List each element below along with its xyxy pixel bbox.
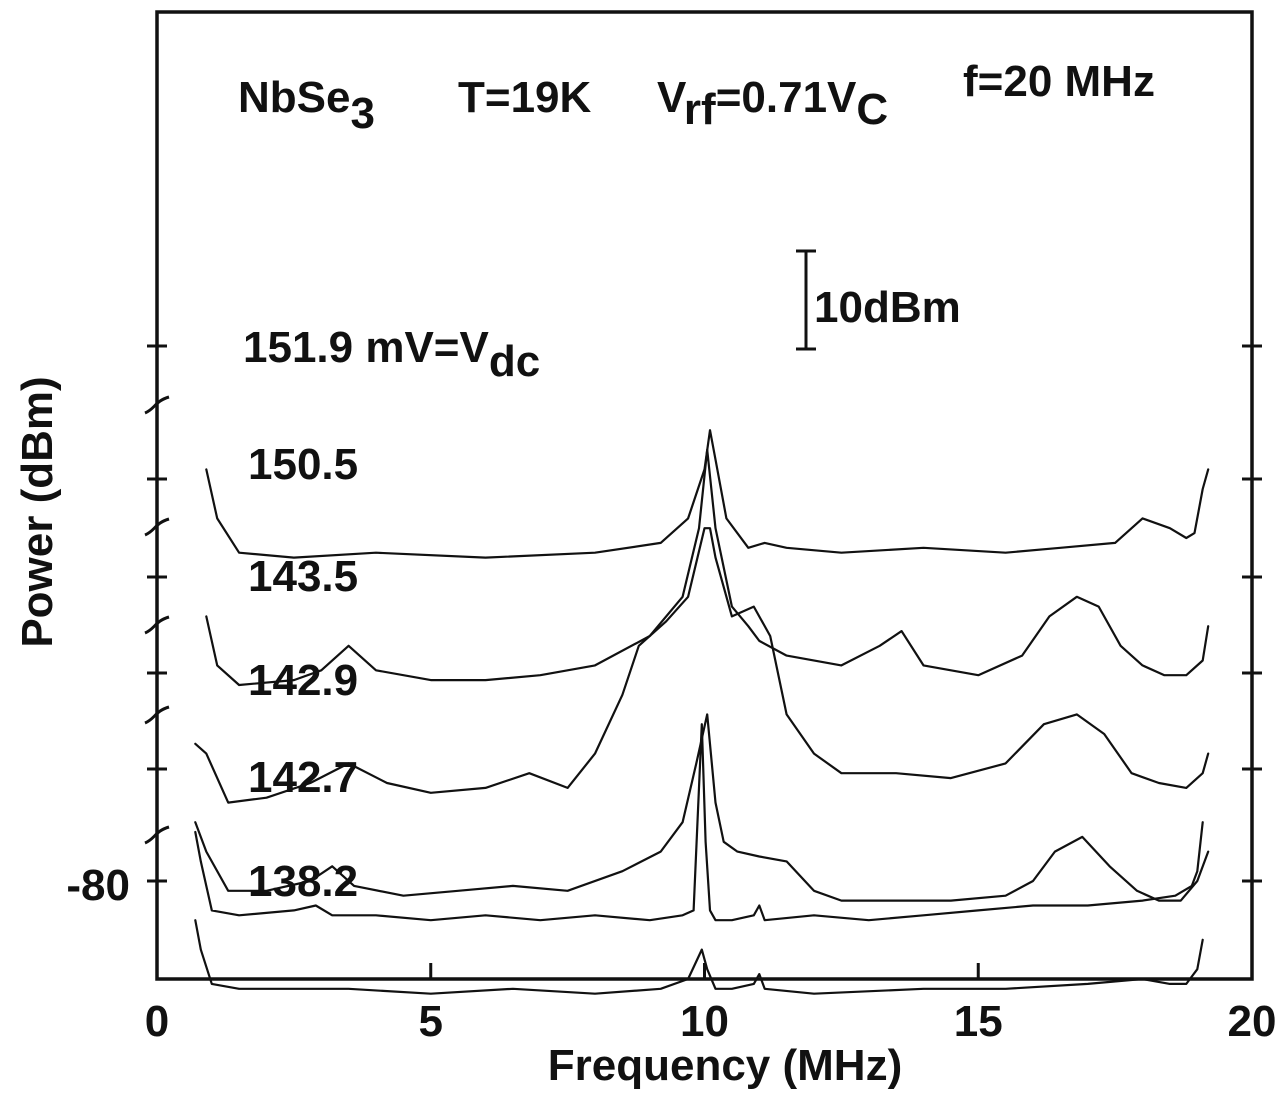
trace-143-5 [194, 527, 1210, 804]
trace-142-9 [194, 713, 1210, 902]
trace-label-142-9: 142.9 [248, 656, 358, 705]
trace-label-142-7: 142.7 [248, 753, 358, 802]
trace-label-143-5: 143.5 [248, 552, 358, 601]
trace-label-138-2: 138.2 [248, 857, 358, 906]
y-axis-ticks [144, 344, 1262, 883]
x-tick-label-5: 5 [419, 997, 443, 1046]
x-tick-label-10: 10 [680, 997, 729, 1046]
trace-142-7 [194, 919, 1204, 995]
x-tick-label-20: 20 [1228, 997, 1277, 1046]
axis-break-3 [144, 705, 170, 725]
scale-bar: 10dBm [796, 249, 961, 351]
axis-break-2 [144, 615, 170, 635]
axis-break-4 [144, 825, 170, 845]
y-tick-label: -80 [66, 861, 130, 910]
chart-title: NbSe3 T=19K Vrf=0.71VC f=20 MHz [238, 57, 1155, 138]
axis-break-1 [144, 517, 170, 537]
scale-bar-label: 10dBm [814, 283, 961, 332]
x-axis-label: Frequency (MHz) [548, 1041, 902, 1090]
trace-label-150-5: 150.5 [248, 440, 358, 489]
x-axis: 0 5 10 15 20 [145, 963, 1277, 1046]
x-tick-label-15: 15 [954, 997, 1003, 1046]
trace-138-2 [194, 723, 1204, 922]
trace-150-5 [205, 448, 1210, 687]
trace-labels: 151.9 mV=Vdc 150.5 143.5 142.9 142.7 138… [243, 323, 540, 906]
trace-label-151-9: 151.9 mV=Vdc [243, 323, 540, 386]
x-tick-label-0: 0 [145, 997, 169, 1046]
axis-break-0 [144, 395, 170, 415]
trace-151-9 [205, 429, 1210, 559]
y-axis-label: Power (dBm) [13, 376, 62, 647]
traces [194, 429, 1210, 995]
